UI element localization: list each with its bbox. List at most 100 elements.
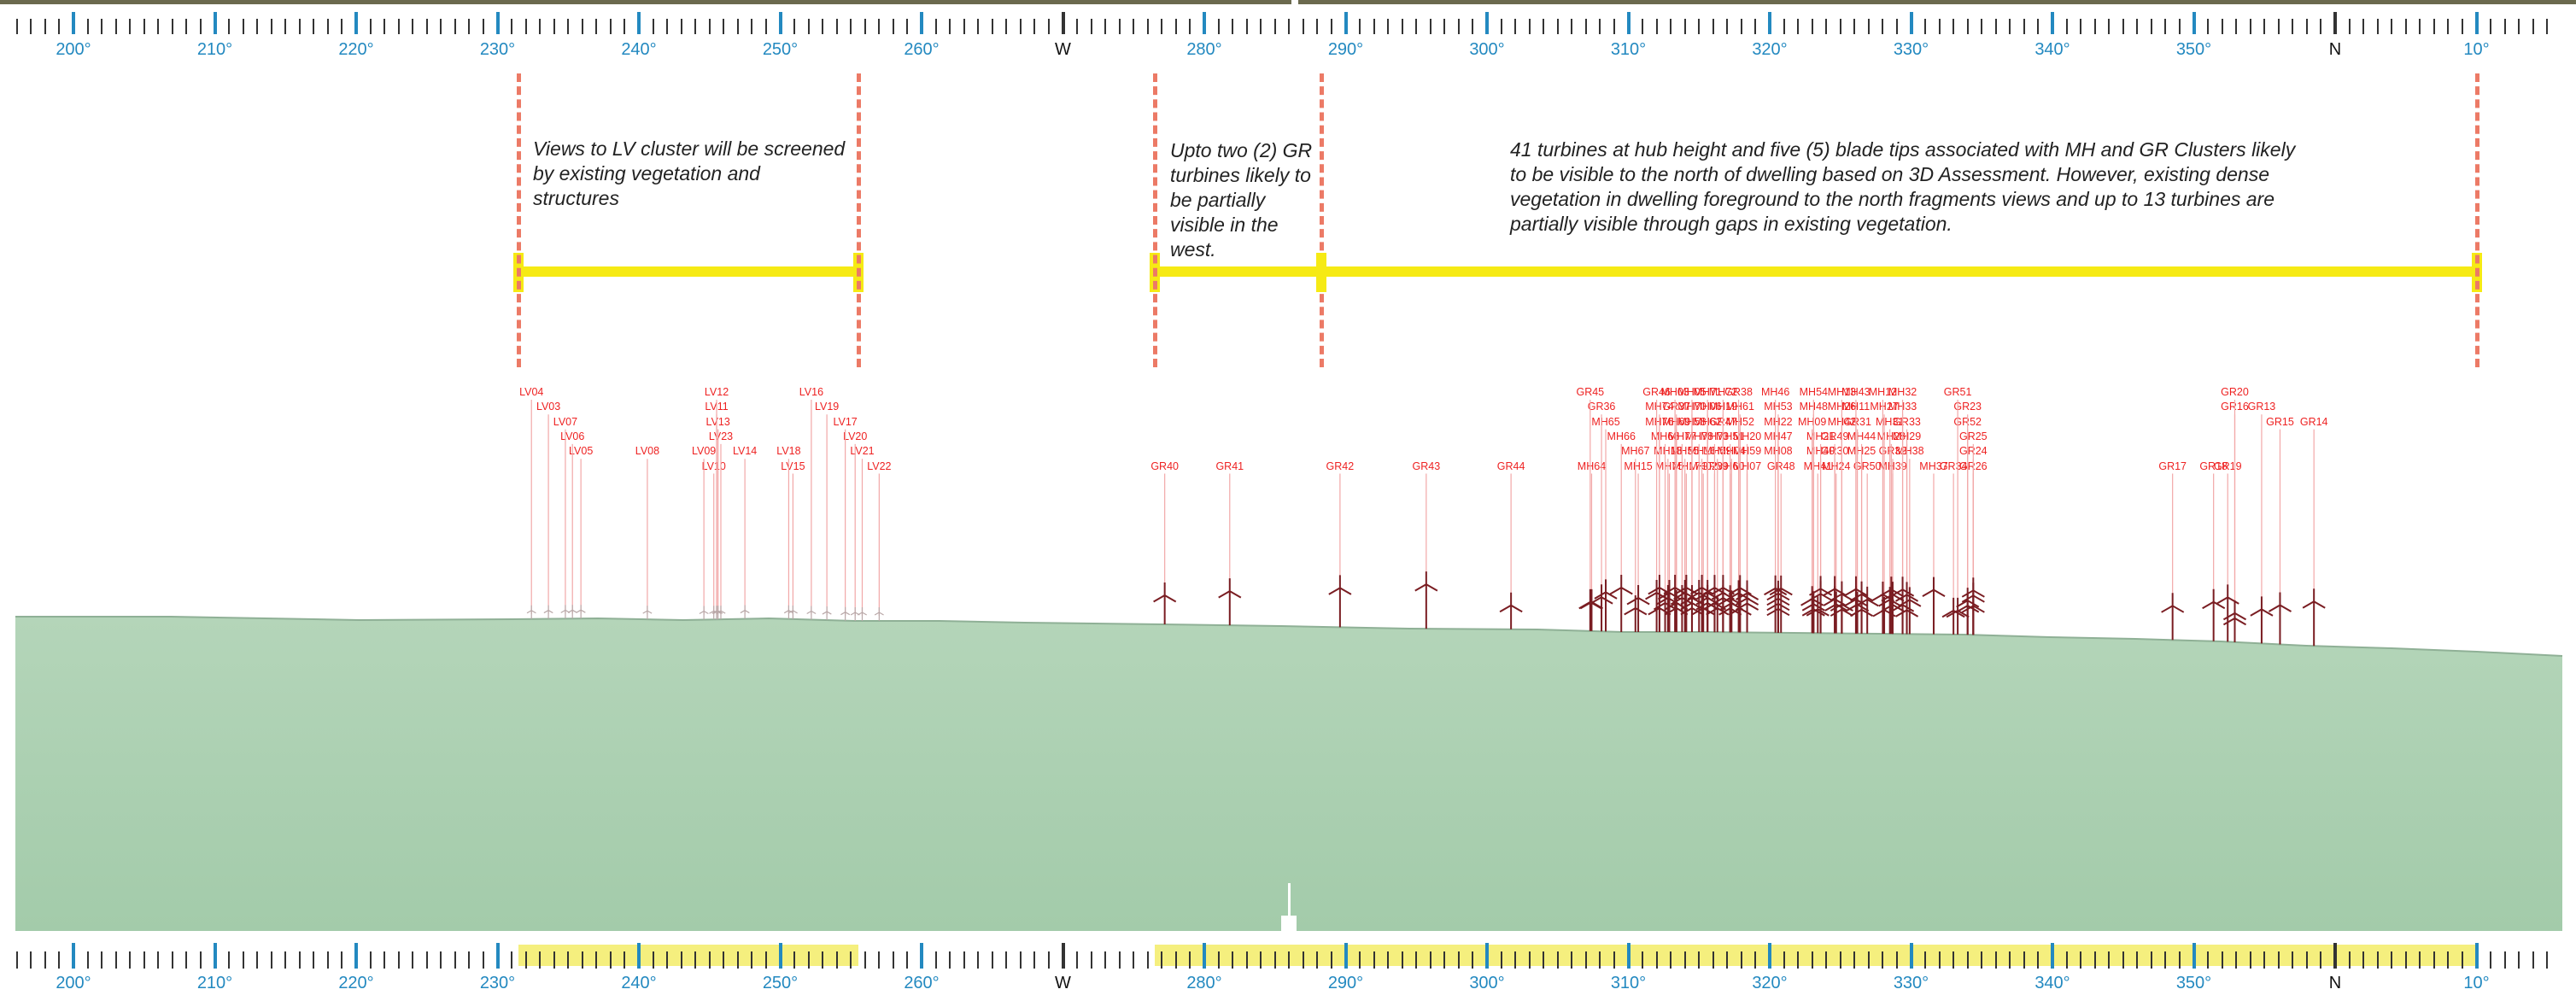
ruler-minor-tick: [1924, 951, 1927, 969]
turbine-label: LV15: [781, 460, 805, 472]
turbine-wireframe: [1806, 596, 1830, 634]
ruler-minor-tick: [624, 19, 626, 34]
ruler-minor-tick: [482, 19, 484, 34]
turbine-label: MH03: [1660, 386, 1689, 398]
turbine-wireframe: [560, 605, 571, 619]
ruler-minor-tick: [2093, 951, 2096, 969]
ruler-minor-tick: [2518, 19, 2520, 34]
ruler-minor-tick: [2490, 19, 2492, 34]
ruler-minor-tick: [694, 19, 697, 34]
turbine-wireframe: [716, 606, 726, 620]
turbine-wireframe: [1648, 595, 1671, 632]
turbine-label: LV12: [704, 386, 729, 398]
turbine-label: GR41: [1215, 460, 1244, 472]
turbine-label: LV06: [560, 430, 585, 442]
ruler-minor-tick: [2235, 951, 2238, 969]
ruler-minor-tick: [2221, 19, 2223, 34]
ruler-minor-tick: [199, 951, 202, 969]
turbine-wireframe: [1894, 597, 1919, 635]
ruler-minor-tick: [1033, 951, 1036, 969]
bearing-label: 290°: [1327, 974, 1364, 992]
turbine-wireframe: [576, 605, 586, 619]
ruler-minor-tick: [15, 19, 18, 34]
ruler-minor-tick: [694, 951, 697, 969]
turbine-label: LV09: [691, 445, 717, 458]
ruler-minor-tick: [1443, 951, 1446, 969]
ruler-minor-tick: [595, 951, 598, 969]
bearing-label: W: [1055, 40, 1071, 59]
ruler-minor-tick: [1076, 951, 1079, 969]
turbine-label: GR13: [2247, 401, 2276, 413]
turbine-wireframe: [1891, 592, 1915, 635]
bearing-label: 240°: [621, 40, 657, 59]
ruler-minor-tick: [2249, 951, 2251, 969]
ruler-minor-tick: [2023, 19, 2025, 34]
ruler-minor-tick: [1288, 19, 1291, 34]
ruler-minor-tick: [313, 19, 315, 34]
turbine-wireframe: [1769, 575, 1793, 633]
ruler-minor-tick: [581, 951, 583, 969]
turbine-label: GR38: [1724, 386, 1753, 398]
turbine-wireframe: [1879, 577, 1903, 635]
turbine-wireframe: [1961, 593, 1985, 635]
ruler-minor-tick: [1670, 951, 1672, 969]
ruler-minor-tick: [1260, 951, 1262, 969]
visibility-range-bar: [1321, 266, 2477, 277]
ruler-minor-tick: [1005, 19, 1008, 34]
ruler-minor-tick: [1655, 19, 1658, 34]
ruler-minor-tick: [2518, 951, 2520, 969]
range-delimiter-line: [2474, 73, 2479, 367]
ruler-major-tick: [1061, 943, 1065, 969]
turbine-label: GR45: [1576, 386, 1605, 398]
ruler-minor-tick: [2277, 951, 2280, 969]
turbine-leader-lines: [530, 400, 2315, 623]
turbine-label: MH67: [1621, 445, 1650, 458]
turbine-wireframe: [1844, 576, 1868, 634]
ruler-minor-tick: [2221, 951, 2223, 969]
ruler-minor-tick: [2093, 19, 2096, 34]
ruler-minor-tick: [1232, 951, 1234, 969]
ruler-minor-tick: [1161, 951, 1163, 969]
turbine-wireframe: [783, 605, 793, 619]
ruler-minor-tick: [2037, 951, 2040, 969]
range-delimiter-line: [856, 73, 861, 367]
turbine-wireframe: [711, 606, 722, 620]
ruler-minor-tick: [1543, 19, 1545, 34]
ruler-minor-tick: [1895, 19, 1898, 34]
bearing-label: 200°: [56, 40, 91, 59]
bearing-label: 300°: [1469, 974, 1505, 992]
ruler-minor-tick: [1472, 951, 1474, 969]
ruler-minor-tick: [1260, 19, 1262, 34]
ruler-minor-tick: [284, 19, 287, 34]
bearing-label: 340°: [2034, 40, 2070, 59]
ruler-minor-tick: [1571, 951, 1573, 969]
turbine-wireframe: [1881, 582, 1905, 635]
ruler-minor-tick: [1104, 19, 1107, 34]
ruler-minor-tick: [1302, 951, 1304, 969]
ruler-major-tick: [213, 12, 217, 34]
ruler-minor-tick: [2447, 19, 2450, 34]
turbine-wireframe: [1855, 586, 1879, 634]
ruler-minor-tick: [2320, 19, 2322, 34]
ruler-minor-tick: [2122, 19, 2124, 34]
ruler-minor-tick: [101, 19, 103, 34]
ruler-minor-tick: [1853, 951, 1856, 969]
ruler-minor-tick: [1019, 951, 1022, 969]
ruler-major-tick: [1344, 943, 1348, 969]
turbine-label: LV04: [519, 386, 544, 398]
turbine-wireframe: [1878, 587, 1902, 635]
turbine-wireframe: [567, 605, 577, 619]
bearing-label: 210°: [196, 974, 233, 992]
ruler-minor-tick: [1712, 19, 1714, 34]
ruler-minor-tick: [157, 19, 160, 34]
ruler-minor-tick: [30, 19, 32, 34]
ruler-minor-tick: [878, 19, 881, 34]
compass-ruler-bottom: 200° 210° 220° 230° 240° 250° 260° W 280° 290° 300…: [0, 943, 2576, 994]
ruler-minor-tick: [1613, 19, 1615, 34]
bearing-label: 320°: [1752, 974, 1788, 992]
ruler-minor-tick: [1514, 951, 1517, 969]
turbine-label: GR42: [1326, 460, 1355, 472]
bearing-label: 330°: [1893, 974, 1929, 992]
ruler-minor-tick: [1966, 951, 1969, 969]
turbine-wireframe: [1898, 587, 1922, 635]
